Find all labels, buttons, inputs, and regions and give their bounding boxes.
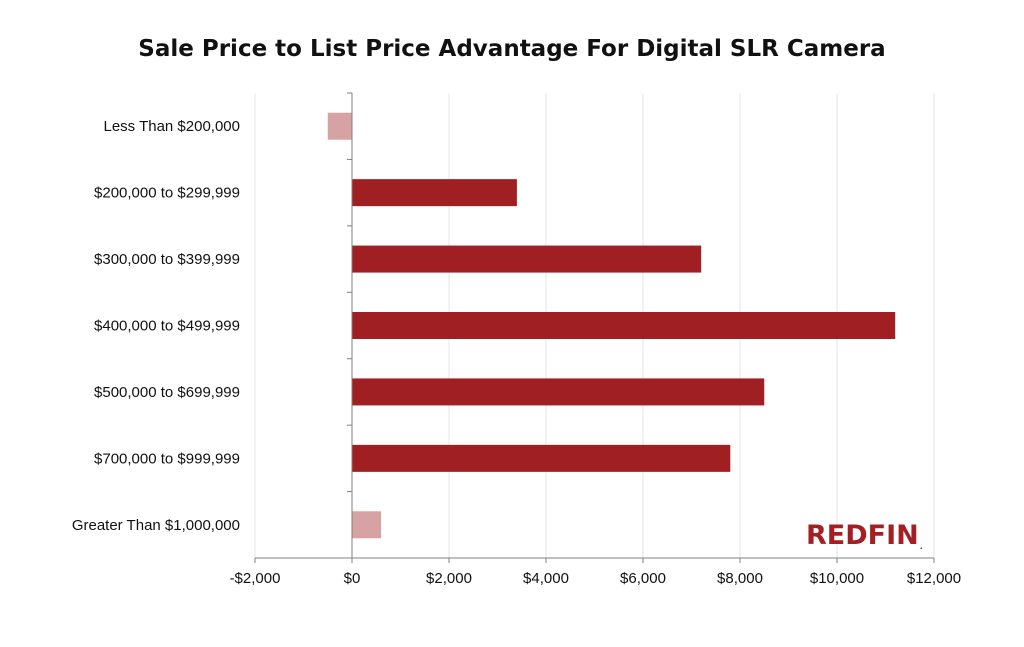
category-label: $200,000 to $299,999 xyxy=(94,185,240,202)
x-tick-labels: -$2,000 $0 $2,000 $4,000 $6,000 $8,000 $10,000… xyxy=(230,570,962,587)
category-label: $500,000 to $699,999 xyxy=(94,384,240,401)
bars xyxy=(327,112,896,539)
x-tick-label: $12,000 xyxy=(907,570,961,587)
brand-name: REDFIN xyxy=(806,520,919,551)
category-label: Less Than $200,000 xyxy=(103,118,240,135)
category-label: $700,000 to $999,999 xyxy=(94,450,240,467)
x-tick-label: $8,000 xyxy=(717,570,763,587)
x-tick-label: -$2,000 xyxy=(230,570,281,587)
category-label: $300,000 to $399,999 xyxy=(94,251,240,268)
x-tick-label: $6,000 xyxy=(620,570,666,587)
bar xyxy=(352,511,382,539)
x-tick-label: $4,000 xyxy=(523,570,569,587)
bar xyxy=(352,245,702,273)
brand-mark: . xyxy=(919,542,923,551)
redfin-logo: REDFIN. xyxy=(806,520,923,551)
bar xyxy=(352,378,765,406)
bar xyxy=(352,179,517,207)
category-labels: Less Than $200,000 $200,000 to $299,999 $3… xyxy=(72,118,240,534)
bar xyxy=(352,444,731,472)
x-tick-label: $10,000 xyxy=(810,570,864,587)
axes xyxy=(254,92,935,563)
bar xyxy=(352,312,896,339)
chart-title: Sale Price to List Price Advantage For D… xyxy=(138,36,886,62)
bar xyxy=(327,112,352,140)
x-tick-label: $0 xyxy=(344,570,361,587)
category-label: Greater Than $1,000,000 xyxy=(72,517,240,534)
x-tick-label: $2,000 xyxy=(426,570,472,587)
category-label: $400,000 to $499,999 xyxy=(94,318,240,335)
